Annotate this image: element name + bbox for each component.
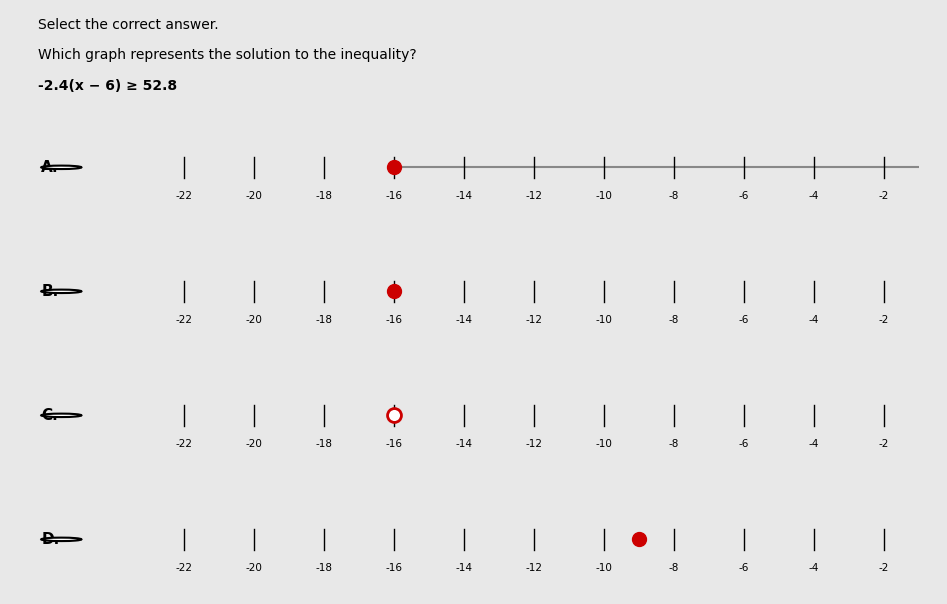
Text: -8: -8: [669, 564, 679, 573]
Text: -22: -22: [175, 564, 192, 573]
Text: -10: -10: [595, 191, 612, 202]
Text: -14: -14: [456, 564, 473, 573]
Text: -6: -6: [739, 315, 749, 326]
Text: -14: -14: [456, 315, 473, 326]
Text: B.: B.: [42, 284, 59, 299]
Text: -18: -18: [315, 564, 332, 573]
Text: -6: -6: [739, 440, 749, 449]
Text: A.: A.: [42, 160, 59, 175]
Text: -4: -4: [809, 440, 819, 449]
Text: -20: -20: [245, 440, 262, 449]
Text: -20: -20: [245, 191, 262, 202]
Text: -14: -14: [456, 191, 473, 202]
Text: -22: -22: [175, 315, 192, 326]
Text: -8: -8: [669, 440, 679, 449]
Text: -12: -12: [526, 191, 542, 202]
Circle shape: [42, 414, 81, 417]
Text: -4: -4: [809, 564, 819, 573]
Text: -16: -16: [385, 564, 402, 573]
Text: -10: -10: [595, 440, 612, 449]
Text: -4: -4: [809, 191, 819, 202]
Text: -18: -18: [315, 191, 332, 202]
Text: -20: -20: [245, 315, 262, 326]
Text: -10: -10: [595, 315, 612, 326]
Text: C.: C.: [42, 408, 58, 423]
Text: -2: -2: [879, 564, 889, 573]
Text: -2: -2: [879, 440, 889, 449]
Text: -22: -22: [175, 191, 192, 202]
Text: -18: -18: [315, 440, 332, 449]
Text: -16: -16: [385, 440, 402, 449]
Text: -12: -12: [526, 440, 542, 449]
Text: -20: -20: [245, 564, 262, 573]
Text: -12: -12: [526, 564, 542, 573]
Circle shape: [42, 538, 81, 541]
Circle shape: [42, 165, 81, 169]
Text: -12: -12: [526, 315, 542, 326]
Text: -2.4(x − 6) ≥ 52.8: -2.4(x − 6) ≥ 52.8: [38, 79, 177, 92]
Text: -18: -18: [315, 315, 332, 326]
Text: -22: -22: [175, 440, 192, 449]
Text: -6: -6: [739, 191, 749, 202]
Text: -16: -16: [385, 191, 402, 202]
Text: -4: -4: [809, 315, 819, 326]
Text: -8: -8: [669, 191, 679, 202]
Text: Select the correct answer.: Select the correct answer.: [38, 18, 219, 32]
Text: D.: D.: [42, 532, 60, 547]
Text: -14: -14: [456, 440, 473, 449]
Circle shape: [42, 289, 81, 293]
Text: -6: -6: [739, 564, 749, 573]
Text: -16: -16: [385, 315, 402, 326]
Text: -2: -2: [879, 191, 889, 202]
Text: -2: -2: [879, 315, 889, 326]
Text: -10: -10: [595, 564, 612, 573]
Text: Which graph represents the solution to the inequality?: Which graph represents the solution to t…: [38, 48, 417, 62]
Text: -8: -8: [669, 315, 679, 326]
